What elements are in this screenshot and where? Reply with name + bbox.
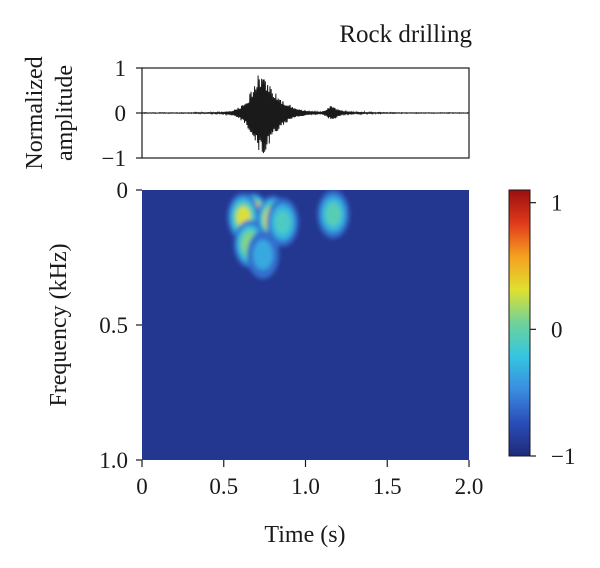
spectrogram-y-tick-label: 1.0 [99, 448, 128, 473]
waveform-ylabel-line1: Normalized [22, 56, 48, 169]
waveform-series-line [141, 75, 470, 154]
spectrogram-x-ticks: 0 0.5 1.0 1.5 2.0 [136, 460, 483, 499]
waveform-y-tick-label: 1 [115, 56, 127, 81]
waveform-y-tick-label: −1 [102, 146, 126, 171]
spectrogram-x-tick-label: 2.0 [455, 474, 484, 499]
spectrogram-y-ticks: 0 0.5 1.0 [99, 178, 142, 473]
colorbar-bar [508, 189, 531, 457]
colorbar-tick-label: 0 [551, 317, 563, 342]
spectrogram-x-tick-label: 0.5 [209, 474, 238, 499]
spectrogram-ylabel: Frequency (kHz) [46, 243, 72, 406]
spectrogram-xlabel: Time (s) [264, 522, 345, 548]
spectrogram-energy [227, 190, 350, 279]
spectrogram-x-tick-label: 0 [136, 474, 148, 499]
colorbar-ticks: 1 0 −1 [530, 191, 575, 469]
waveform-panel: Normalized amplitude 1 0 −1 [22, 56, 470, 171]
spectrogram-energy-cell [274, 210, 291, 235]
spectrogram-x-tick-label: 1.5 [373, 474, 402, 499]
spectrogram-y-tick-label: 0.5 [99, 313, 128, 338]
colorbar: 1 0 −1 [508, 189, 575, 469]
spectrogram-panel: Frequency (kHz) 0 0.5 1.0 0 0.5 1.0 1.5 2.0 Ti… [46, 178, 483, 548]
waveform-ylabel-line2: amplitude [52, 65, 78, 161]
chart-title: Rock drilling [339, 21, 472, 48]
spectrogram-y-tick-label: 0 [117, 178, 129, 203]
waveform-y-tick-label: 0 [115, 101, 127, 126]
waveform-y-ticks: 1 0 −1 [102, 56, 142, 171]
spectrogram-background [142, 190, 469, 460]
colorbar-tick-label: −1 [551, 444, 575, 469]
spectrogram-energy-cell [252, 239, 273, 270]
spectrogram-energy-cell [325, 202, 342, 227]
spectrogram-x-tick-label: 1.0 [291, 474, 320, 499]
colorbar-tick-label: 1 [551, 191, 563, 216]
